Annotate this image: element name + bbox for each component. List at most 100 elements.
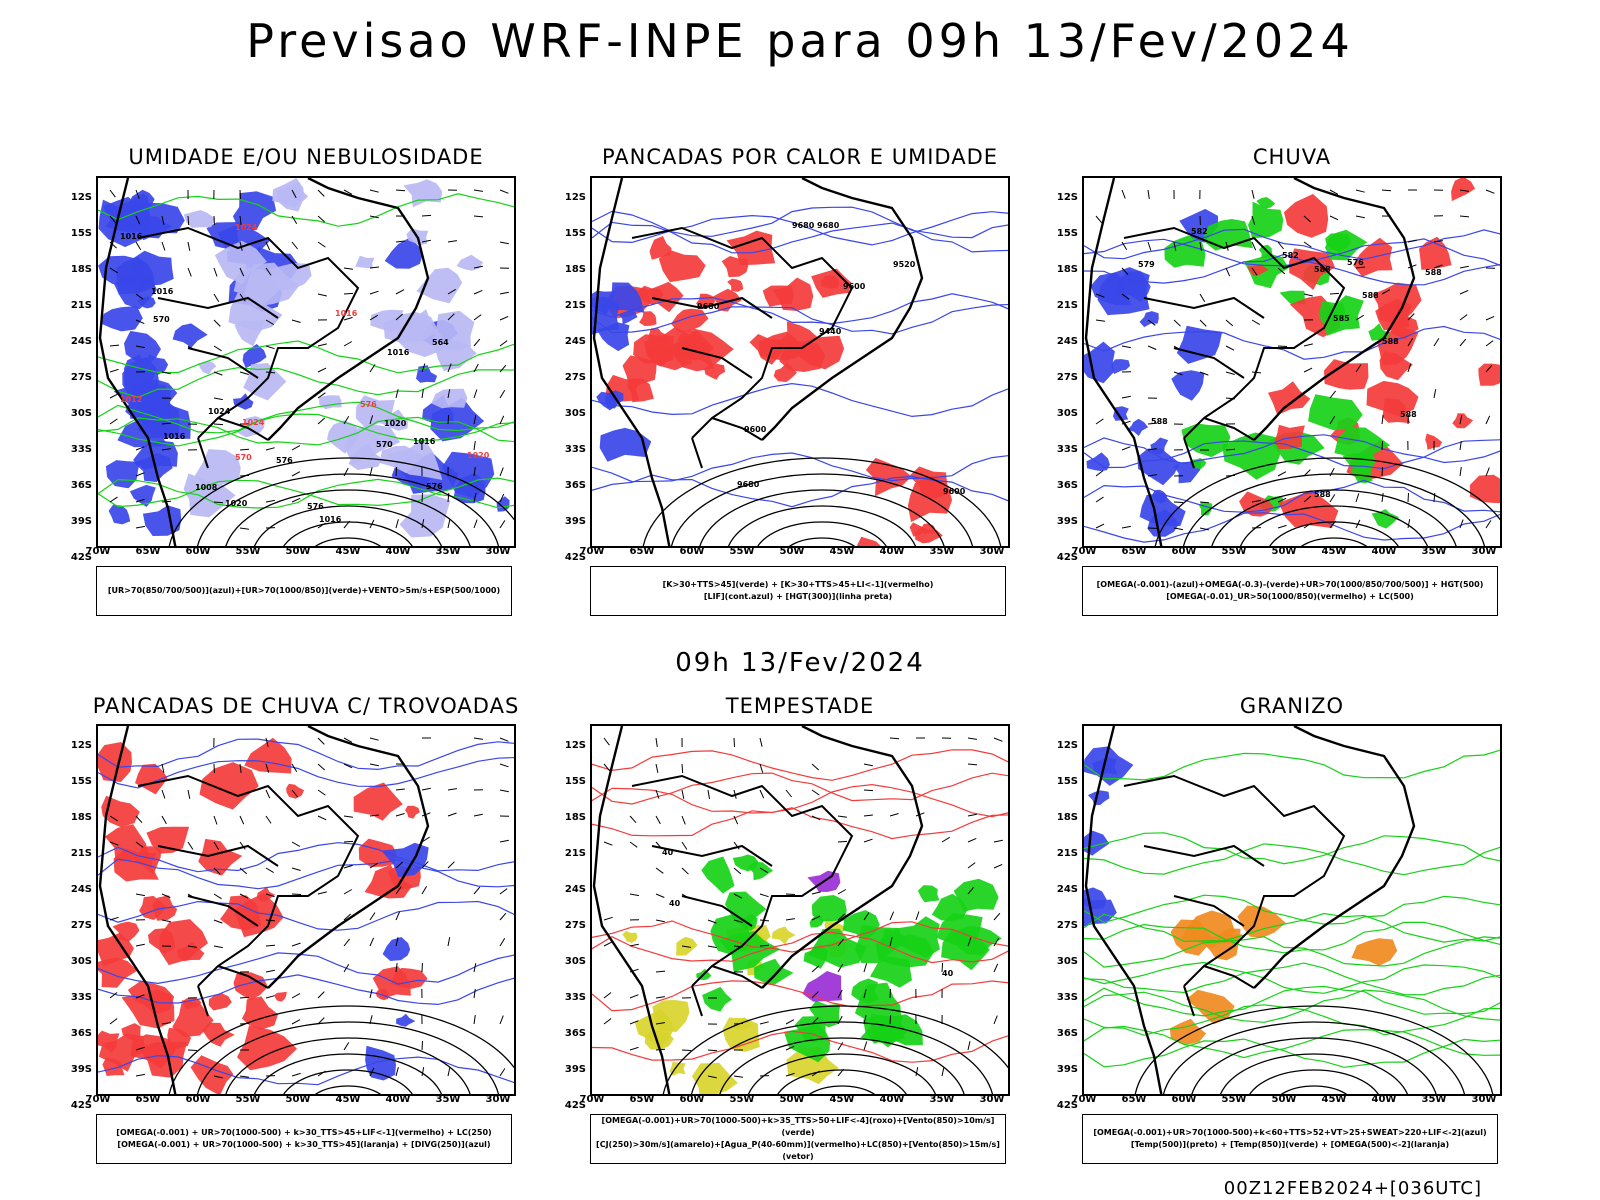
panel-4-wind-vector [317, 737, 325, 745]
panel-3-wind-vector [1225, 345, 1235, 351]
panel-5-wind-vector [967, 937, 972, 947]
panel-4-lat-label: 15S [70, 776, 92, 787]
panel-4-wind-vector [421, 836, 430, 843]
panel-1-wind-vector [421, 363, 426, 373]
panel-1-isoline [283, 521, 413, 546]
panel-4-shaded-area [98, 932, 134, 967]
panel-1-lat-label: 36S [70, 480, 92, 491]
panel-2-lat-label: 12S [564, 192, 586, 203]
panel-3-wind-vector [1433, 492, 1436, 503]
panel-3-title: CHUVA [1252, 145, 1332, 169]
panel-1-wind-vector [109, 496, 118, 503]
panel-1-shaded-area [345, 424, 400, 464]
panel-5-wind-vector [941, 836, 950, 843]
panel-3-wind-vector [1329, 215, 1339, 221]
forecast-time-title: 09h 13/Fev/2024 [675, 648, 925, 678]
panel-4-shaded-area [199, 762, 259, 810]
panel-1-wind-vector [317, 417, 326, 425]
panel-5-wind-vector [967, 886, 975, 895]
panel-6-lon-label: 70W [1071, 1094, 1097, 1105]
panel-1-contour-label: 564 [432, 338, 449, 347]
panel-5-wind-vector [863, 763, 873, 767]
panel-2-shaded-area [600, 282, 645, 313]
panel-3-wind-vector [1303, 495, 1312, 503]
panel-3-wind-vector [1459, 265, 1469, 269]
panel-5-wind-vector [967, 737, 977, 740]
panel-1-coastline [98, 178, 430, 546]
panel-1-wind-vector [213, 501, 224, 504]
panel-1-contour-label: 576 [276, 456, 293, 465]
panel-3-contour [1084, 228, 1500, 260]
panel-4-wind-vector [187, 789, 191, 799]
panel-4-wind-vector [421, 787, 431, 791]
panel-1-lat-label: 15S [70, 228, 92, 239]
panel-1-wind-vector [317, 522, 326, 529]
panel-6-contour [1084, 894, 1500, 925]
panel-2-lat-label: 33S [564, 444, 586, 455]
panel-4-wind-vector [291, 841, 301, 847]
panel-2-isoline [670, 473, 974, 546]
panel-5-wind-vector [733, 893, 743, 899]
panel-3-wind-vector [1121, 345, 1131, 349]
panel-4-lon-label: 65W [135, 1094, 161, 1105]
panel-3-map: 588 588 588 588 585 582 588 582 579 588 576 588 [1082, 176, 1502, 548]
panel-3-lon-label: 40W [1371, 546, 1397, 557]
panel-1-wind-vector [447, 519, 451, 529]
panel-5-wind-vector [993, 1015, 998, 1025]
panel-3-wind-vector [1355, 493, 1360, 503]
panel-1-contour-label: 1020 [225, 499, 248, 508]
panel-1-shaded-area [382, 409, 408, 431]
panel-4-isoline [168, 1005, 514, 1094]
panel-4-wind-vector [161, 1022, 171, 1025]
panel-1-wind-vector [291, 241, 298, 250]
panel-4-shaded-area [233, 972, 268, 1001]
panel-4-lat-label: 33S [70, 992, 92, 1003]
panel-4-map-svg [98, 726, 514, 1094]
panel-5-shaded-area [860, 1013, 908, 1044]
panel-5-isoline [690, 1021, 994, 1094]
panel-4-wind-vector [239, 1022, 250, 1025]
panel-4-wind-vector [447, 1067, 451, 1077]
panel-3-wind-vector [1329, 292, 1340, 295]
panel-2-shaded-area [647, 281, 684, 313]
panel-5-wind-vector [785, 1045, 795, 1051]
panel-1-wind-vector [265, 241, 271, 251]
panel-1-wind-vector [499, 315, 509, 321]
panel-3-wind-vector [1095, 293, 1105, 298]
panel-1-wind-vector [213, 371, 223, 376]
panel-3-wind-vector [1303, 522, 1312, 529]
panel-1-wind-vector [291, 319, 301, 323]
panel-1-wind-vector [291, 215, 298, 224]
panel-3-wind-vector [1459, 338, 1467, 347]
panel-6-coastline [1084, 726, 1416, 1094]
panel-3-shaded-area [1469, 474, 1500, 504]
panel-4-wind-vector [187, 1049, 198, 1051]
panel-1-wind-vector [473, 189, 483, 192]
panel-5-wind-vector [889, 1014, 892, 1025]
panel-3-wind-vector [1329, 189, 1339, 195]
panel-5-wind-vector [603, 916, 613, 921]
panel-1-wind-vector [239, 293, 246, 302]
panel-1-lat-label: 39S [70, 516, 92, 527]
panel-4-wind-vector [109, 815, 118, 822]
panel-3-wind-vector [1147, 474, 1157, 477]
panel-1-map-svg: 1016 1016 1016 1016 1020 1020 1020 1024 1024 1016… [98, 178, 514, 546]
panel-1-lat-label: 33S [70, 444, 92, 455]
panel-4-shaded-area [353, 782, 403, 821]
panel-3-shaded-area [1379, 351, 1413, 381]
panel-1-wind-vector [239, 474, 250, 477]
panel-4-wind-vector [213, 841, 220, 850]
panel-1-shaded-area [105, 460, 140, 489]
panel-4-map [96, 724, 516, 1096]
panel-5-shaded-area [811, 895, 847, 922]
panel-5-wind-vector [811, 915, 821, 921]
panel-3-wind-vector [1485, 467, 1490, 477]
panel-3-wind-vector [1199, 371, 1209, 376]
panel-1-wind-vector [447, 492, 450, 503]
panel-1-wind-vector [447, 363, 452, 373]
panel-1-lon-label: 40W [385, 546, 411, 557]
panel-4-lon-label: 50W [285, 1094, 311, 1105]
panel-3-legend: [OMEGA(-0.001)-(azul)+OMEGA(-0.3)-(verde… [1082, 566, 1498, 616]
panel-1-wind-vector [317, 215, 326, 223]
panel-5-wind-vector [811, 991, 819, 999]
